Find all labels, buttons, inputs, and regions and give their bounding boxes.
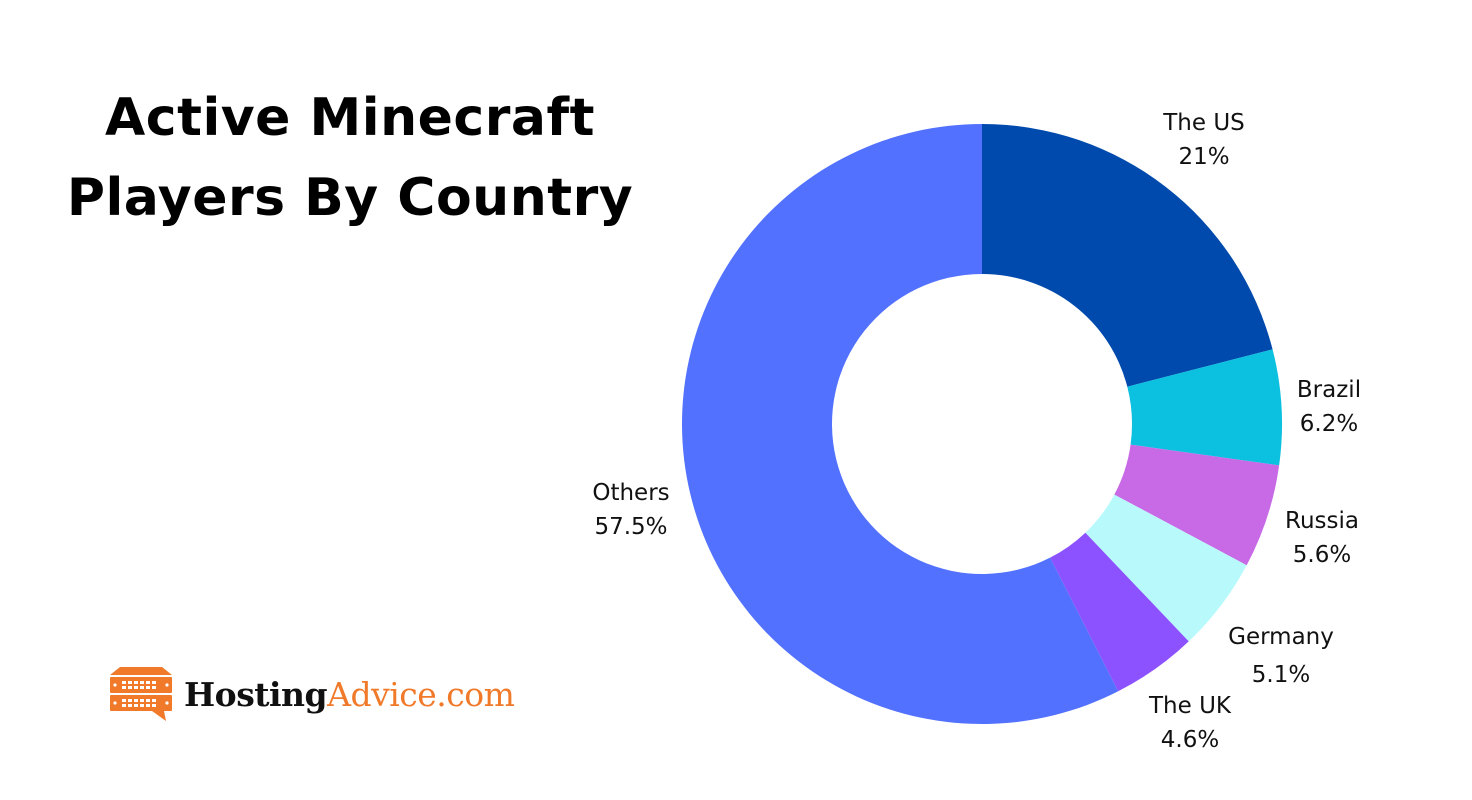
slice-label-the-us: The US 21% (1163, 106, 1245, 174)
slice-label-germany: Germany 5.1% (1228, 620, 1334, 692)
slice-label-others: Others 57.5% (592, 476, 669, 544)
slice-label-russia: Russia 5.6% (1285, 504, 1359, 572)
donut-slice-brazil (1127, 349, 1282, 466)
slice-label-name: Germany (1228, 624, 1334, 650)
slice-label-name: Brazil (1296, 377, 1362, 403)
chart-title-line-1: Active Minecraft (105, 88, 595, 148)
slice-label-value: 57.5% (594, 514, 668, 540)
slice-label-name: Russia (1285, 508, 1359, 534)
logo-wordmark-advice: Advice.com (327, 674, 515, 714)
slice-label-name: The UK (1148, 693, 1232, 719)
donut-slice-russia (1114, 444, 1280, 566)
donut-slice-the-uk (1050, 532, 1189, 692)
server-speech-bubble-icon (110, 667, 172, 721)
chart-title-line-2: Players By Country (66, 168, 634, 228)
chart-title: Active Minecraft Players By Country (60, 78, 640, 238)
donut-slice-the-us (982, 124, 1273, 387)
logo-wordmark-hosting: Hosting (184, 674, 328, 714)
slice-label-value: 6.2% (1299, 411, 1359, 437)
slice-label-value: 5.6% (1292, 542, 1352, 568)
slice-label-value: 5.1% (1251, 662, 1311, 688)
donut-slice-germany (1085, 494, 1247, 642)
donut-slice-others (682, 124, 1119, 724)
slice-label-name: The US (1163, 110, 1245, 136)
slice-label-brazil: Brazil 6.2% (1297, 373, 1361, 441)
slice-label-the-uk: The UK 4.6% (1149, 689, 1231, 757)
logo-wordmark: HostingAdvice.com (184, 674, 515, 714)
slice-label-value: 21% (1178, 144, 1230, 170)
slice-label-value: 4.6% (1160, 727, 1220, 753)
hostingadvice-logo: HostingAdvice.com (108, 666, 515, 722)
slice-label-name: Others (592, 480, 670, 506)
